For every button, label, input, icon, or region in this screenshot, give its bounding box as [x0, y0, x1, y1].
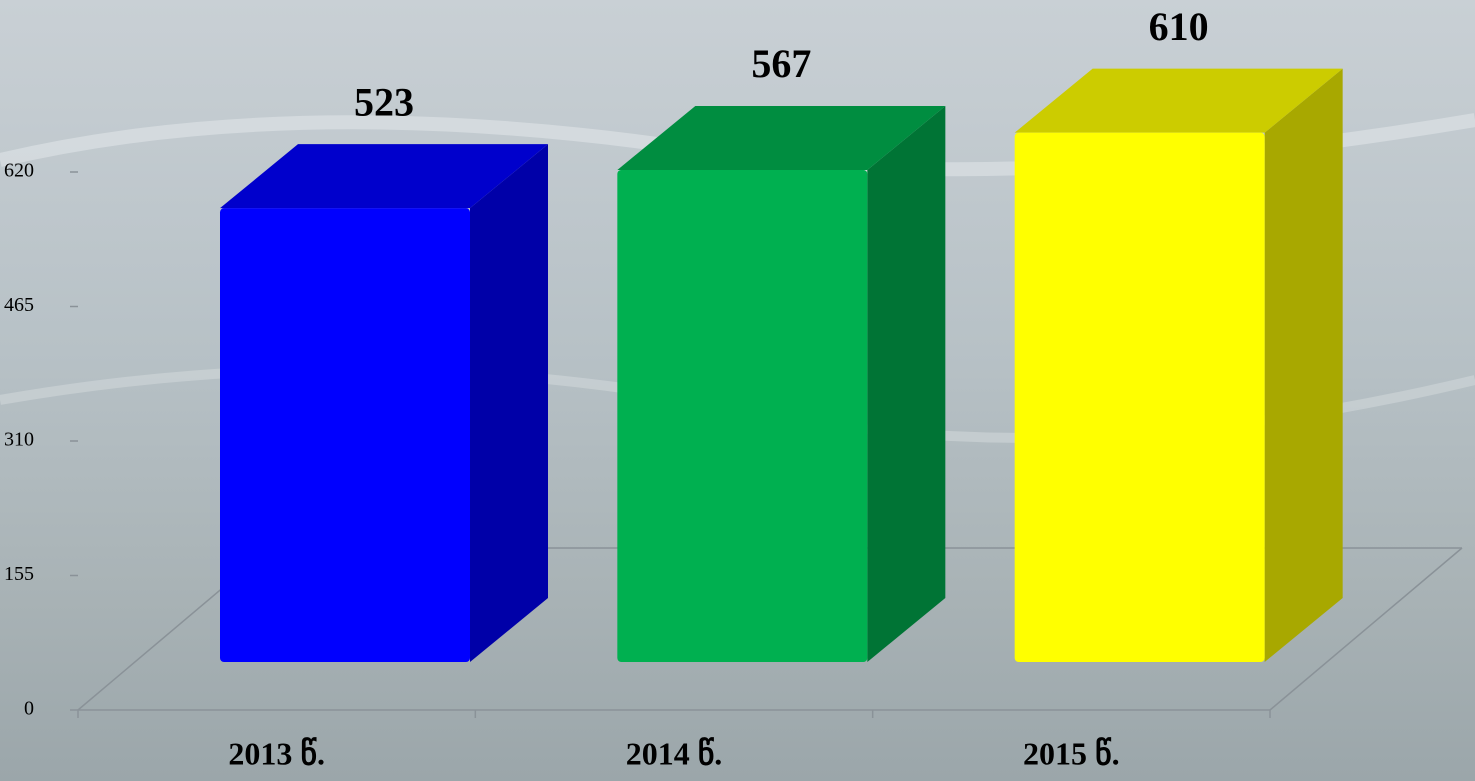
- value-label: 567: [751, 41, 811, 86]
- y-tick-label: 620: [4, 160, 34, 182]
- y-tick-label: 310: [4, 429, 34, 451]
- bar-side: [470, 144, 548, 663]
- bar-top: [220, 144, 548, 209]
- x-tick-label: 2014 წ.: [626, 735, 723, 771]
- x-tick-label: 2013 წ.: [228, 735, 325, 771]
- bar: [617, 169, 868, 662]
- value-label: 523: [354, 79, 414, 124]
- value-label: 610: [1149, 4, 1209, 49]
- bar: [220, 208, 470, 663]
- bar-side: [867, 105, 946, 662]
- bar: [1014, 132, 1265, 662]
- y-tick-label: 0: [24, 698, 34, 720]
- bar-side: [1264, 68, 1343, 662]
- y-tick-label: 465: [4, 294, 34, 316]
- x-tick-label: 2015 წ.: [1023, 735, 1120, 771]
- floor-edge: [1269, 547, 1463, 711]
- bar-top: [1014, 68, 1343, 133]
- bar-top: [617, 105, 946, 170]
- y-tick-label: 155: [4, 563, 34, 585]
